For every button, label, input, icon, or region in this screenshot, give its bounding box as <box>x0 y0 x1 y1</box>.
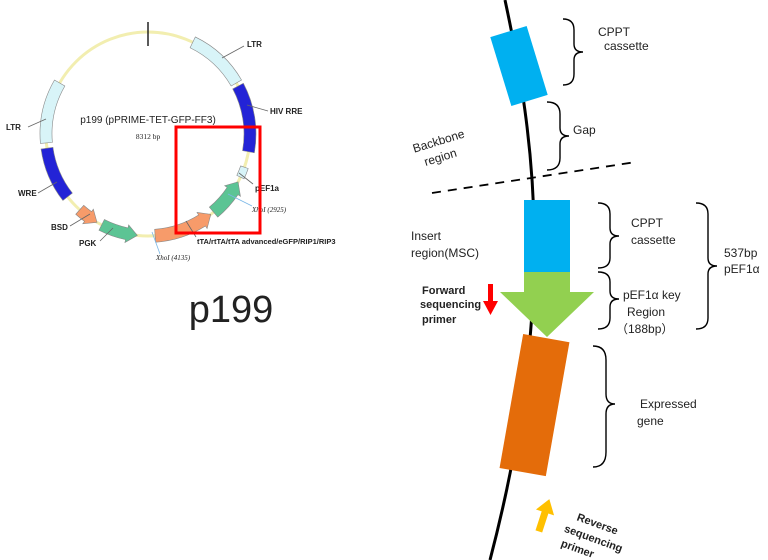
size-537bp: 537bp <box>724 246 758 260</box>
reverse-primer-arrow <box>535 499 555 533</box>
forward-primer-line2: sequencing <box>420 299 481 311</box>
forward-primer-line1: Forward <box>422 285 465 297</box>
gap-label: Gap <box>573 123 596 137</box>
segment-wre <box>40 147 73 201</box>
detail-diagram: CPPT cassette Gap Backbone region Insert… <box>411 0 760 560</box>
expressed-line1: Expressed <box>640 397 697 411</box>
label-pef1a: pEF1a <box>255 184 280 193</box>
label-ltr-top: LTR <box>247 40 262 49</box>
expressed-line2: gene <box>637 414 664 428</box>
brace-537bp <box>695 202 718 330</box>
insert-line2: region(MSC) <box>411 246 479 260</box>
segment-pgk <box>98 219 138 244</box>
size-pef1a: pEF1α <box>724 262 760 276</box>
region-divider <box>431 161 637 194</box>
pef1a-key-line1: pEF1α key <box>623 288 681 302</box>
label-tta: tTA/rtTA/tTA advanced/eGFP/RIP1/RIP3 <box>197 237 336 246</box>
segment-bsd <box>75 204 98 225</box>
brace-expressed <box>592 345 616 468</box>
cppt-mid-line1: CPPT <box>631 216 664 230</box>
insert-line1: Insert <box>411 229 442 243</box>
label-hiv-rre: HIV RRE <box>270 107 303 116</box>
segment-pef1a <box>208 181 241 218</box>
plasmid-caption: p199 <box>189 289 274 331</box>
pef1a-key-line2: Region <box>627 305 665 319</box>
brace-gap <box>546 101 570 171</box>
plasmid-name: p199 (pPRIME-TET-GFP-FF3) <box>80 115 216 126</box>
cppt-top-line2: cassette <box>604 39 649 53</box>
plasmid-segments <box>39 36 257 244</box>
brace-pef1a-key <box>597 271 620 330</box>
segment-small-marker <box>236 165 249 180</box>
highlight-box <box>174 125 262 235</box>
cppt-block-top <box>490 26 548 106</box>
label-pgk: PGK <box>79 239 97 248</box>
braces <box>546 18 718 468</box>
cppt-top-line1: CPPT <box>598 25 631 39</box>
label-ltr-left: LTR <box>6 123 21 132</box>
cppt-mid-line2: cassette <box>631 233 676 247</box>
brace-cppt-top <box>562 18 584 86</box>
plasmid-map: LTR HIV RRE LTR pEF1a XhoI (2925) tTA/rt… <box>6 22 336 331</box>
label-xhoi-2925: XhoI (2925) <box>251 206 287 214</box>
segment-hiv-rre <box>232 82 257 154</box>
segment-ltr-left <box>39 79 66 144</box>
plasmid-size: 8312 bp <box>136 132 161 141</box>
forward-primer-line3: primer <box>422 314 457 326</box>
cppt-block-mid <box>524 200 570 272</box>
label-xhoi-4135: XhoI (4135) <box>155 254 191 262</box>
expressed-gene-block <box>499 334 570 477</box>
pef1a-key-line3: （188bp） <box>616 322 673 336</box>
label-wre: WRE <box>18 189 37 198</box>
brace-cppt-mid <box>597 202 620 269</box>
segment-ltr-top <box>189 36 242 87</box>
segment-tta <box>154 212 212 243</box>
pef1a-arrow <box>500 272 594 337</box>
forward-primer-arrow <box>483 284 498 315</box>
label-bsd: BSD <box>51 223 68 232</box>
